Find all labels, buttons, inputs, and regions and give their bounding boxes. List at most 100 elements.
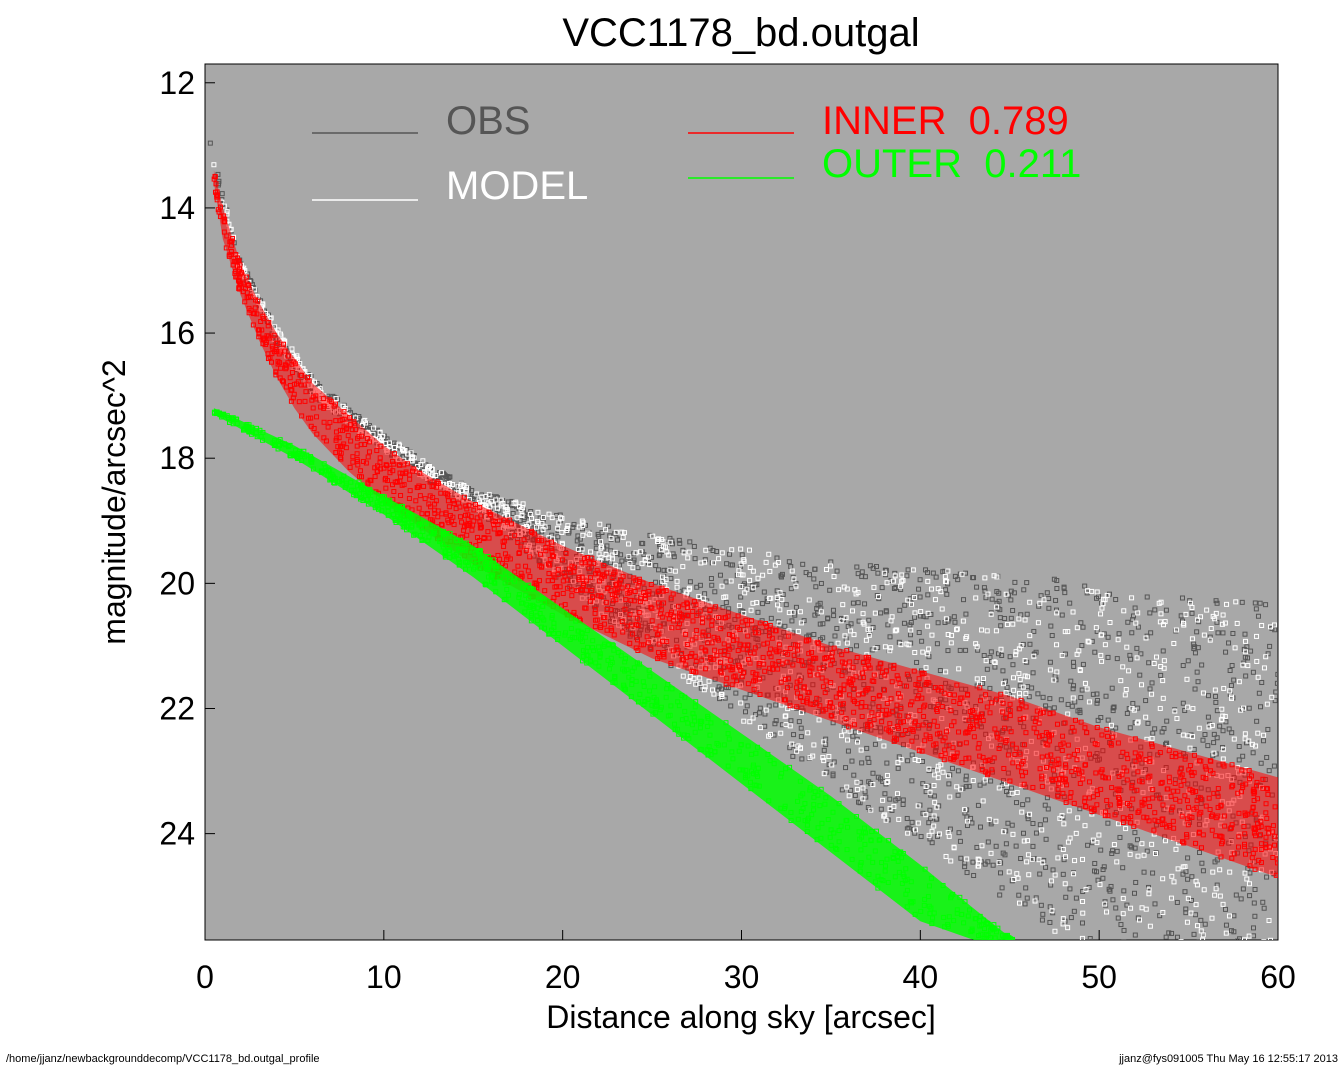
data-point [407, 476, 413, 482]
data-point [683, 662, 689, 668]
data-point [700, 632, 706, 638]
data-point [459, 519, 465, 525]
data-point [278, 331, 284, 337]
data-point [274, 340, 280, 346]
data-point [1211, 949, 1215, 953]
data-point [534, 518, 540, 524]
data-point [940, 569, 946, 575]
data-point [224, 233, 230, 239]
data-point [598, 545, 604, 551]
data-point [549, 578, 555, 584]
data-point [718, 626, 724, 632]
data-point [1209, 827, 1215, 833]
data-point [1257, 1039, 1261, 1043]
data-point [1158, 611, 1164, 617]
data-point [747, 660, 753, 666]
data-point [1009, 785, 1015, 791]
data-point [1001, 765, 1007, 771]
data-point [963, 773, 969, 779]
data-point [763, 559, 769, 565]
data-point [1164, 718, 1170, 724]
data-point [839, 709, 845, 715]
data-point [932, 799, 938, 805]
data-point [923, 567, 929, 573]
data-point [362, 442, 368, 448]
data-point [341, 409, 347, 415]
data-point [935, 702, 941, 708]
data-point [1181, 1002, 1185, 1006]
data-point [973, 595, 979, 601]
data-point [839, 652, 845, 658]
data-point [653, 563, 659, 569]
data-point [731, 674, 737, 680]
data-point [974, 723, 980, 729]
data-point [690, 618, 696, 624]
data-point [1124, 777, 1130, 783]
data-point [429, 466, 435, 472]
data-point [755, 575, 761, 581]
data-point [931, 813, 937, 819]
data-point [784, 659, 790, 665]
data-point [814, 695, 820, 701]
data-point [422, 521, 428, 527]
data-point [269, 351, 275, 357]
data-point [1176, 728, 1182, 734]
data-point [1168, 976, 1172, 980]
data-point [355, 435, 361, 441]
data-point [365, 454, 371, 460]
data-point [712, 647, 718, 653]
data-point [754, 600, 760, 606]
data-point [715, 635, 721, 641]
data-point [1214, 600, 1220, 606]
data-point [1223, 922, 1229, 928]
data-point [996, 746, 1002, 752]
data-point [860, 619, 866, 625]
data-point [982, 758, 988, 764]
data-point [583, 578, 589, 584]
data-point [1218, 802, 1224, 808]
data-point [619, 619, 625, 625]
data-point [569, 563, 575, 569]
data-point [237, 271, 243, 277]
data-point [339, 417, 345, 423]
data-point [596, 578, 602, 584]
data-point [1197, 850, 1203, 856]
data-point [1132, 736, 1138, 742]
data-point [374, 448, 380, 454]
data-point [1055, 793, 1061, 799]
data-point [752, 677, 758, 683]
data-point [1212, 859, 1218, 865]
data-point [904, 683, 910, 689]
data-point [794, 748, 800, 754]
data-point [1207, 721, 1213, 727]
data-point [915, 820, 921, 826]
data-point [1160, 979, 1164, 983]
data-point [774, 595, 780, 601]
data-point [898, 705, 904, 711]
data-point [773, 628, 779, 634]
data-point [1231, 994, 1235, 998]
data-point [747, 650, 753, 656]
data-point [1263, 602, 1269, 608]
data-point [523, 563, 529, 569]
data-point [1265, 791, 1271, 797]
data-point [1132, 932, 1138, 938]
data-point [890, 708, 896, 714]
data-point [948, 858, 954, 864]
data-point [996, 785, 1002, 791]
data-point [932, 597, 938, 603]
data-point [1006, 869, 1012, 875]
data-point [798, 725, 804, 731]
data-point [1070, 609, 1076, 615]
data-point [1132, 605, 1138, 611]
data-point [1161, 665, 1167, 671]
data-point [951, 845, 957, 851]
data-point [1003, 591, 1009, 597]
data-point [1241, 968, 1245, 972]
data-point [887, 729, 893, 735]
data-point [819, 820, 825, 826]
data-point [1048, 878, 1054, 884]
data-point [927, 723, 933, 729]
data-point [1102, 642, 1108, 648]
data-point [1010, 831, 1016, 837]
